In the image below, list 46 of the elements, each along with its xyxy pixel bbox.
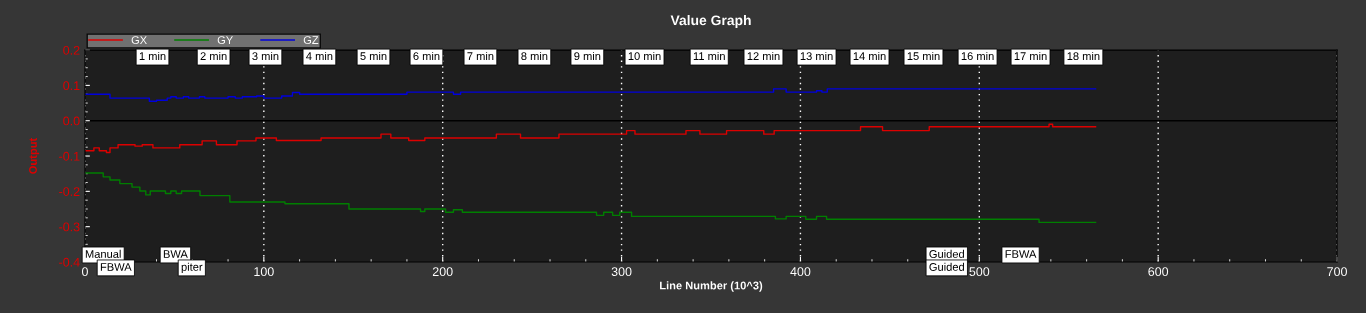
y-axis-title: Output	[29, 137, 40, 174]
annotation: 17 min	[1014, 51, 1047, 60]
legend-label: GZ	[303, 36, 319, 44]
text: FBWA	[100, 263, 132, 271]
x-tick-label: 100	[254, 267, 274, 277]
x-tick-label: 600	[1148, 267, 1169, 277]
annotation: 13 min	[800, 51, 833, 61]
annotation: 12 min	[747, 51, 780, 60]
annotation: Manual	[85, 249, 121, 258]
y-tick-label: -0.3	[59, 222, 80, 232]
annotation: 7 min	[467, 51, 494, 60]
annotation: 18 min	[1067, 51, 1100, 61]
legend-label: GX	[131, 36, 147, 44]
annotation: 6 min	[413, 51, 440, 61]
x-tick-label: 400	[790, 267, 811, 277]
annotation: 15 min	[907, 51, 940, 61]
annotation: 3 min	[252, 51, 279, 61]
annotation: 14 min	[853, 51, 886, 60]
annotation: Guided	[929, 249, 964, 258]
x-tick-label: 700	[1327, 267, 1347, 277]
x-tick-label: 500	[969, 267, 990, 277]
y-tick-label: 0.2	[63, 45, 80, 55]
y-tick-label: -0.1	[59, 151, 80, 161]
annotation: 9 min	[574, 51, 601, 61]
text: Guided	[929, 262, 964, 271]
chart-title: Value Graph	[670, 15, 751, 28]
annotation: 8 min	[521, 51, 548, 61]
x-tick-label: 200	[432, 267, 453, 277]
y-tick-label: 0.1	[63, 81, 80, 91]
x-tick-label: 0	[81, 267, 88, 277]
annotation: 10 min	[628, 51, 661, 61]
annotation: 4 min	[306, 51, 333, 60]
text: piter	[181, 262, 203, 274]
annotation: 11 min	[693, 51, 725, 60]
x-tick-label: 300	[611, 267, 632, 277]
annotation: BWA	[163, 250, 188, 258]
y-tick-label: -0.2	[59, 187, 80, 196]
annotation: 1 min	[139, 51, 166, 60]
annotation: 5 min	[360, 51, 387, 61]
y-tick-label: -0.4	[59, 257, 80, 267]
x-axis-title: Line Number (10^3)	[660, 281, 763, 292]
annotation: 2 min	[200, 51, 227, 60]
annotation: 16 min	[961, 51, 994, 61]
annotation: FBWA	[1005, 250, 1037, 258]
legend-label: GY	[217, 36, 233, 44]
y-tick-label: 0.0	[63, 116, 80, 126]
